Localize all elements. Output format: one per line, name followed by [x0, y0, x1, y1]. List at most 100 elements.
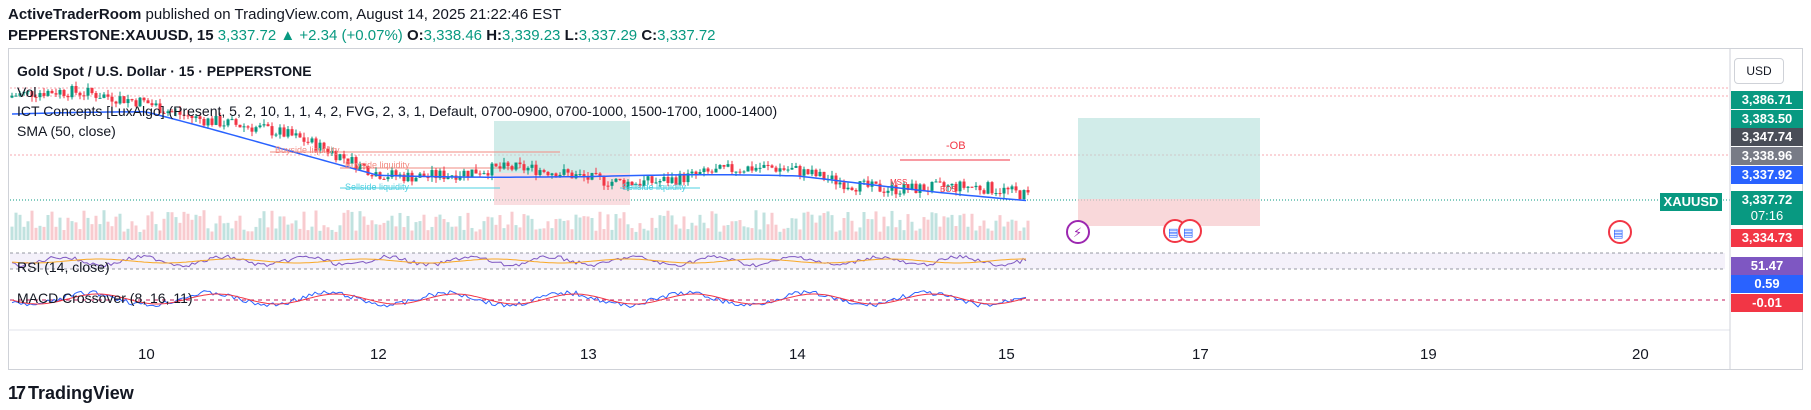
candle-body: [522, 164, 526, 171]
candle-body: [314, 138, 318, 151]
volume-bar: [1022, 227, 1026, 240]
volume-bar: [150, 211, 154, 240]
volume-bar: [546, 221, 550, 240]
candle-body: [462, 170, 466, 177]
rsi-legend[interactable]: RSI (14, close): [17, 259, 110, 275]
sma-legend[interactable]: SMA (50, close): [17, 123, 116, 139]
candle-body: [202, 118, 206, 126]
candle-body: [766, 164, 770, 166]
volume-bar: [430, 226, 434, 240]
candle-body: [78, 92, 82, 96]
currency-button[interactable]: USD: [1734, 58, 1784, 84]
volume-bar: [646, 230, 650, 240]
candle-body: [382, 178, 386, 180]
candle-body: [1026, 190, 1030, 193]
volume-bar: [486, 216, 490, 240]
footer-brand[interactable]: 17 TradingView: [8, 383, 134, 404]
candle-body: [1006, 187, 1010, 190]
brand-name: TradingView: [28, 383, 134, 403]
volume-bar: [354, 230, 358, 240]
ict-legend[interactable]: ICT Concepts [LuxAlgo] (Present, 5, 2, 1…: [17, 103, 778, 119]
volume-bar: [778, 231, 782, 240]
candle-body: [942, 182, 946, 187]
volume-bar: [306, 230, 310, 240]
volume-bar: [774, 224, 778, 240]
candle-body: [618, 178, 622, 180]
candle-body: [962, 181, 966, 188]
volume-bar: [450, 226, 454, 240]
candle-body: [910, 183, 914, 190]
candle-body: [162, 113, 166, 115]
candle-body: [698, 172, 702, 175]
candle-body: [118, 96, 122, 104]
volume-bar: [870, 219, 874, 240]
volume-bar: [514, 225, 518, 240]
candle-body: [138, 97, 142, 107]
buyside-label-2: Buyside liquidity: [345, 160, 410, 170]
time-label: 13: [580, 346, 597, 363]
lightning-icon: [1066, 220, 1090, 244]
candle-body: [734, 171, 738, 173]
volume-bar: [78, 229, 82, 240]
volume-bar: [654, 227, 658, 240]
candle-body: [126, 99, 130, 104]
candle-body: [150, 103, 154, 106]
candle-body: [918, 184, 922, 193]
sellside-label-1: Sellside liquidity: [345, 182, 410, 192]
chart-title[interactable]: Gold Spot / U.S. Dollar · 15 · PEPPERSTO…: [17, 63, 312, 79]
candle-body: [86, 87, 90, 96]
candle-body: [694, 171, 698, 175]
price-tag: 3,337.72: [1731, 191, 1803, 209]
candle-body: [34, 96, 38, 98]
candle-body: [746, 166, 750, 172]
volume-bar: [434, 216, 438, 240]
volume-bar: [146, 215, 150, 240]
volume-bar: [270, 210, 274, 240]
candle-body: [1002, 187, 1006, 194]
candle-body: [906, 184, 910, 190]
candle-body: [342, 154, 346, 159]
volume-bar: [786, 227, 790, 240]
candle-body: [334, 150, 338, 161]
volume-bar: [782, 228, 786, 240]
volume-bar: [182, 211, 186, 240]
candle-body: [518, 162, 522, 165]
candle-body: [814, 169, 818, 177]
candle-body: [954, 183, 958, 192]
candle-body: [854, 190, 858, 192]
volume-bar: [278, 216, 282, 240]
volume-bar: [334, 231, 338, 240]
candle-body: [218, 116, 222, 127]
vol-legend[interactable]: Vol: [17, 84, 37, 100]
candle-body: [546, 171, 550, 176]
volume-bar: [938, 226, 942, 240]
volume-bar: [474, 231, 478, 240]
candle-body: [710, 171, 714, 173]
volume-bar: [942, 216, 946, 240]
volume-bar: [198, 216, 202, 240]
time-label: 17: [1192, 346, 1209, 363]
candle-body: [154, 103, 158, 106]
volume-bar: [202, 210, 206, 240]
volume-bar: [890, 210, 894, 240]
volume-bar: [738, 220, 742, 240]
volume-bar: [38, 225, 42, 240]
volume-bar: [34, 227, 38, 240]
candle-body: [486, 173, 490, 176]
volume-bar: [30, 210, 34, 240]
candle-body: [298, 133, 302, 138]
price-tag: 3,386.71: [1731, 91, 1803, 109]
volume-bar: [874, 211, 878, 240]
candle-body: [410, 172, 414, 182]
candle-body: [366, 165, 370, 176]
candle-body: [586, 176, 590, 180]
volume-bar: [710, 211, 714, 240]
candle-body: [210, 118, 214, 125]
volume-bar: [706, 228, 710, 240]
macd-legend[interactable]: MACD Crossover (8, 16, 11): [17, 290, 193, 306]
candle-body: [434, 170, 438, 179]
volume-bar: [222, 223, 226, 240]
author-name[interactable]: ActiveTraderRoom: [8, 6, 142, 23]
price-candles: [10, 81, 1030, 201]
